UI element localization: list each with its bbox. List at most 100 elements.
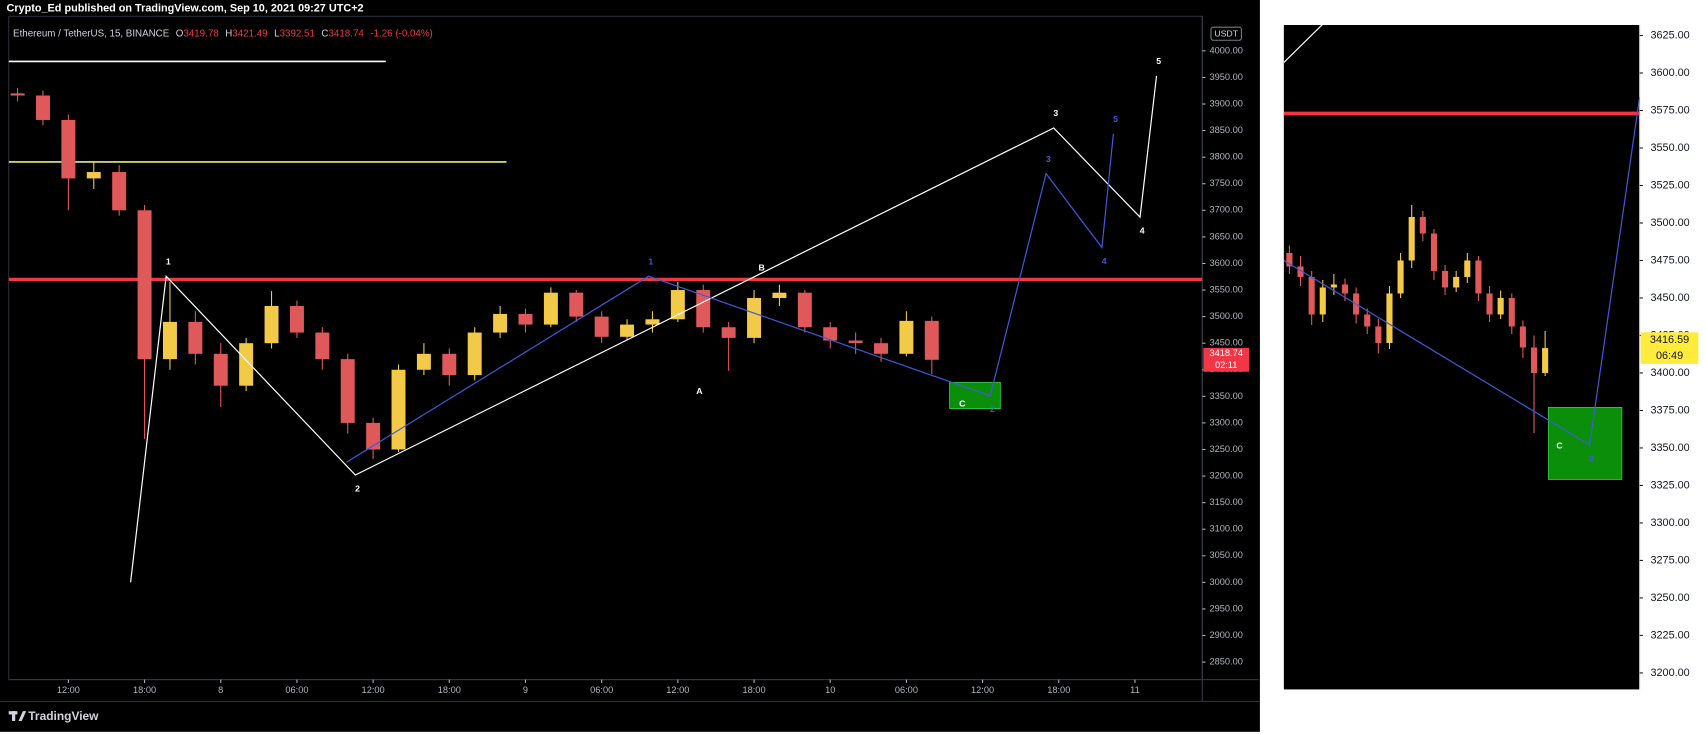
main-plot [8,15,1203,681]
x-tick-label: 06:00 [895,685,918,695]
candle-body [1419,216,1426,234]
candle-body [366,422,381,450]
wave-label: 2 [355,483,360,493]
y-tick-label: 3350.00 [1209,391,1242,401]
candle-body [289,305,304,333]
candle-body [467,332,482,376]
wave-label: 1 [166,256,171,266]
y-tick-label: 3575.00 [1650,104,1689,116]
logo-stem [11,711,16,721]
candle-body [1286,252,1293,267]
x-tick-label: 12:00 [362,685,385,695]
wave-label: 2 [990,404,995,414]
y-tick-label: 3350.00 [1650,442,1689,454]
x-tick-label: 06:00 [285,685,308,695]
plot-layer [8,60,1203,583]
candle-body [239,343,254,386]
candle-body [416,353,431,370]
candle-body [1397,260,1404,294]
ohlc-value: 3419.78 [183,28,218,39]
y-tick-label: 3550.00 [1650,142,1689,154]
y-tick-label: 3200.00 [1209,471,1242,481]
y-tick-label: 4000.00 [1209,45,1242,55]
currency: USDT [1214,29,1238,39]
published-line: Crypto_Ed published on TradingView.com, … [7,3,364,15]
tv-logo [8,711,27,721]
ohlc-value: 3421.49 [232,28,267,39]
candle-body [1486,293,1493,315]
y-tick-label: 3500.00 [1650,217,1689,229]
candle-body [112,172,127,211]
y-tick-label: 3225.00 [1650,629,1689,641]
y-tick-label: 3300.00 [1650,517,1689,529]
y-tick-label: 3050.00 [1209,550,1242,560]
wave-line [1283,25,1323,63]
last-price: 3416.59 [1650,334,1689,346]
x-tick-label: 18:00 [742,685,765,695]
y-tick-label: 3950.00 [1209,72,1242,82]
y-tick-label: 3450.00 [1650,292,1689,304]
y-tick-label: 3550.00 [1209,284,1242,294]
ohlc-key: O [176,28,184,39]
y-tick-label: 3600.00 [1209,258,1242,268]
countdown: 06:49 [1656,350,1683,362]
candle-body [86,172,101,179]
x-tick-label: 9 [523,685,528,695]
y-tick-label: 3375.00 [1650,404,1689,416]
candle-body [1330,284,1337,288]
wave-line [1283,96,1640,446]
candle-body [1475,260,1482,294]
x-tick-label: 18:00 [1047,685,1070,695]
candle-body [1442,270,1449,288]
candle-body [1308,276,1315,315]
wave-label: 5 [1156,56,1161,66]
countdown: 02:11 [1215,360,1237,370]
x-tick-label: 8 [218,685,223,695]
candle-body [1319,287,1326,315]
candle-body [391,369,406,450]
y-tick-label: 2900.00 [1209,630,1242,640]
candle-body [721,327,736,338]
wave-line [130,75,1158,583]
candle-body [594,316,609,337]
candle-body [772,292,787,299]
y-tick-label: 3250.00 [1209,444,1242,454]
y-tick-label: 3525.00 [1650,179,1689,191]
y-tick-label: 3475.00 [1650,254,1689,266]
wave-letter: C [1556,441,1563,451]
candle-body [823,327,838,341]
y-tick-label: 3800.00 [1209,152,1242,162]
candle-body [645,319,660,325]
wave-label: 3 [1053,108,1058,118]
x-tick-label: 12:00 [971,685,994,695]
y-tick-label: 3500.00 [1209,311,1242,321]
ohlc-key: H [225,28,232,39]
last-price-box [1640,332,1699,364]
logo-slash [18,711,27,721]
wave-label: 2 [1589,453,1594,463]
y-tick-label: 3000.00 [1209,577,1242,587]
y-tick-label: 3400.00 [1650,367,1689,379]
candle-body [213,353,228,386]
y-tick-label: 3450.00 [1209,338,1242,348]
candle-body [1430,233,1438,271]
candle-body [188,321,203,354]
candle-body [340,359,355,423]
wave-label: 4 [1102,256,1107,266]
wave-label: 3 [1046,154,1051,164]
candle-body [36,95,50,120]
footer-brand: TradingView [28,709,99,723]
wave-letter: C [959,399,966,409]
currency-box [1210,26,1242,41]
y-tick-label: 3200.00 [1650,667,1689,679]
x-tick-label: 18:00 [133,685,156,695]
ohlc-key: L [274,28,280,39]
candle-body [1508,297,1515,327]
y-tick-label: 3100.00 [1209,524,1242,534]
y-tick-label: 3325.00 [1650,479,1689,491]
y-tick-label: 2850.00 [1209,657,1242,667]
candle-body [61,119,76,179]
y-tick-label: 3300.00 [1209,417,1242,427]
wave-label: 5 [1113,114,1118,124]
